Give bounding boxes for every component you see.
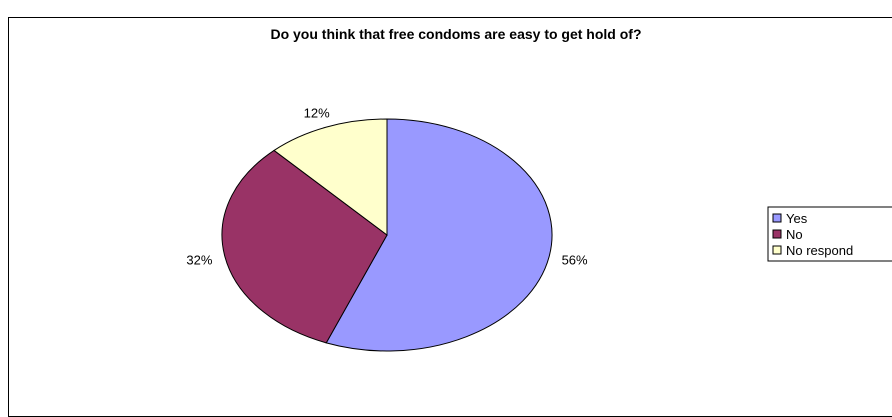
pie-chart: Do you think that free condoms are easy … xyxy=(186,26,892,352)
legend-swatch-yes xyxy=(772,213,782,223)
pie-label-no: 32% xyxy=(186,253,212,268)
pie-percent-labels: 56% 32% 12% xyxy=(186,105,588,267)
pie-label-no-respond: 12% xyxy=(304,105,330,120)
pie-slice-no xyxy=(221,149,388,344)
pie-slice-yes xyxy=(325,118,553,352)
chart-title: Do you think that free condoms are easy … xyxy=(270,26,641,42)
legend-label-yes: Yes xyxy=(786,211,808,226)
legend-swatch-no-respond xyxy=(772,245,782,255)
legend-box xyxy=(767,206,892,262)
pie-slice-no-respond xyxy=(273,118,388,236)
legend-label-no-respond: No respond xyxy=(786,243,853,258)
pie-label-yes: 56% xyxy=(562,253,588,268)
pie-slices xyxy=(221,118,553,352)
legend-swatch-no xyxy=(772,229,782,239)
legend-label-no: No xyxy=(786,227,803,242)
